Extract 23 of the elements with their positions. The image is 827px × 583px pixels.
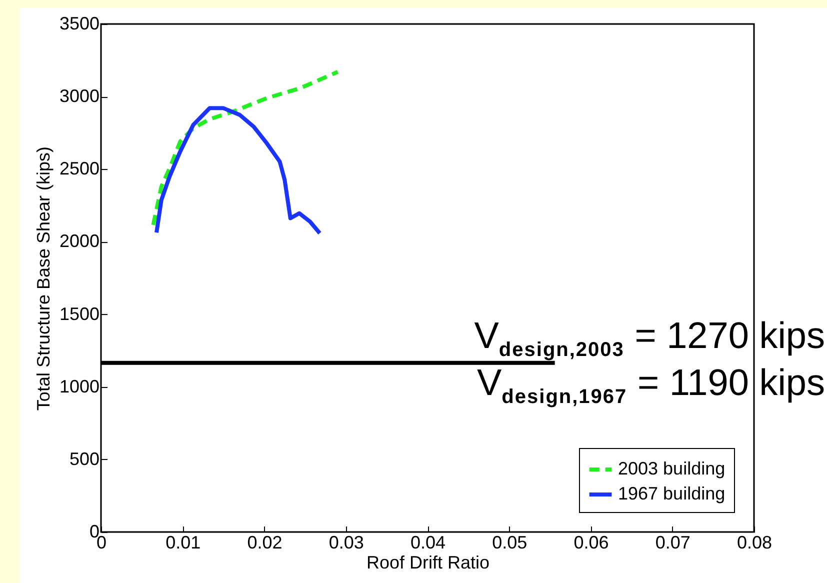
- x-tick-label: 0.08: [736, 532, 772, 552]
- line-series: [151, 70, 340, 227]
- annotation: V$_{design,1967}$ = 1190 kips: [476, 362, 825, 410]
- y-tick-label: 2500: [59, 158, 100, 179]
- x-tick-label: 0.03: [328, 532, 364, 552]
- y-tick-label: 3000: [59, 86, 100, 106]
- x-tick-label: 0.01: [166, 532, 201, 552]
- annotation: V$_{design,2003}$ = 1270 kips: [474, 315, 825, 361]
- x-tick-label: 0.04: [410, 532, 446, 552]
- y-tick-label: 3500: [59, 14, 100, 34]
- y-tick-label: 2000: [59, 231, 100, 252]
- y-axis-title: Total Structure Base Shear (kips): [33, 146, 54, 411]
- x-axis-title: Roof Drift Ratio: [366, 552, 490, 572]
- x-tick-label: 0.02: [247, 532, 282, 552]
- y-tick-label: 500: [69, 448, 100, 469]
- legend-label: 1967 building: [618, 484, 726, 504]
- y-tick-label: 1000: [59, 376, 100, 396]
- x-tick-label: 0.06: [574, 532, 609, 552]
- line-series: [154, 106, 322, 236]
- x-tick-label: 0.07: [655, 532, 690, 552]
- legend-label: 2003 building: [618, 458, 726, 478]
- x-tick-label: 0.05: [492, 532, 528, 552]
- y-tick-label: 1500: [59, 304, 100, 324]
